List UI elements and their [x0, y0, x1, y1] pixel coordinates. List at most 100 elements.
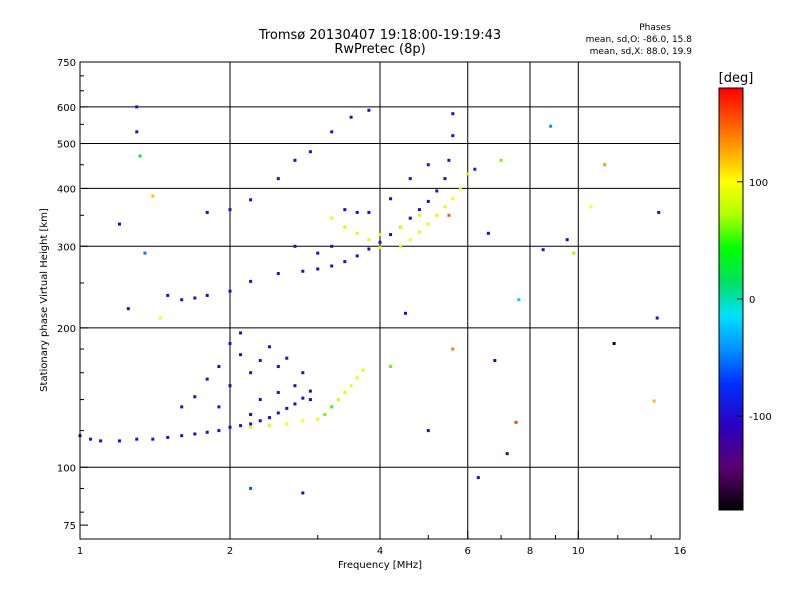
- y-tick-label: 750: [57, 58, 76, 69]
- data-point: [451, 197, 455, 201]
- data-point: [426, 199, 430, 203]
- data-point: [417, 208, 421, 212]
- data-point: [473, 167, 477, 171]
- data-point: [276, 177, 280, 181]
- data-point: [276, 365, 280, 369]
- data-point: [367, 238, 371, 242]
- data-point: [193, 395, 197, 399]
- data-point: [166, 293, 170, 297]
- chart-title: Tromsø 20130407 19:18:00-19:19:43: [258, 28, 501, 43]
- data-point: [389, 233, 393, 237]
- stats-heading: Phases: [639, 23, 671, 33]
- data-point: [451, 347, 455, 351]
- x-tick-label: 8: [527, 546, 533, 557]
- colorbar-tick-label: -100: [749, 412, 772, 423]
- data-point: [239, 424, 243, 428]
- grid-lines: [80, 62, 680, 539]
- data-point: [612, 342, 616, 346]
- y-tick-label: 75: [63, 521, 76, 532]
- data-point: [193, 296, 197, 300]
- data-point: [572, 251, 576, 255]
- data-point: [330, 130, 334, 134]
- y-tick-label: 400: [57, 184, 76, 195]
- data-point: [205, 430, 209, 434]
- data-point: [249, 486, 253, 490]
- data-point: [330, 244, 334, 248]
- y-tick-label: 100: [57, 463, 76, 474]
- data-point: [399, 244, 403, 248]
- data-point: [514, 420, 518, 424]
- data-point: [180, 434, 184, 438]
- x-tick-label: 16: [674, 546, 687, 557]
- data-point: [426, 222, 430, 226]
- data-point: [408, 216, 412, 220]
- data-point: [426, 429, 430, 433]
- data-point: [447, 213, 451, 217]
- data-point: [285, 422, 289, 426]
- data-point: [330, 405, 334, 409]
- data-point: [126, 307, 130, 311]
- data-point: [343, 391, 347, 395]
- data-point: [476, 476, 480, 480]
- data-point: [301, 371, 305, 375]
- data-point: [180, 405, 184, 409]
- data-point: [293, 402, 297, 406]
- data-point: [435, 189, 439, 193]
- data-point: [399, 225, 403, 229]
- data-point: [151, 437, 155, 441]
- data-point: [343, 208, 347, 212]
- y-tick-label: 300: [57, 242, 76, 253]
- data-point: [330, 264, 334, 268]
- stats-x-mode: mean, sd,X: 88.0, 19.9: [590, 47, 693, 57]
- data-point: [249, 371, 253, 375]
- data-point: [308, 398, 312, 402]
- data-point: [285, 406, 289, 410]
- colorbar-tick-label: 0: [749, 295, 755, 306]
- data-point: [205, 377, 209, 381]
- data-point: [301, 396, 305, 400]
- data-point: [458, 186, 462, 190]
- data-point: [151, 194, 155, 198]
- data-point: [276, 411, 280, 415]
- data-point: [285, 356, 289, 360]
- x-tick-label: 4: [377, 546, 383, 557]
- data-point: [249, 422, 253, 426]
- data-point: [293, 158, 297, 162]
- data-point: [267, 416, 271, 420]
- x-tick-label: 10: [572, 546, 585, 557]
- data-point: [267, 424, 271, 428]
- y-tick-label: 200: [57, 324, 76, 335]
- data-point: [435, 213, 439, 217]
- colorbar-tick-label: 100: [749, 178, 768, 189]
- data-point: [378, 246, 382, 250]
- data-point: [228, 384, 232, 388]
- x-tick-label: 2: [227, 546, 233, 557]
- data-point: [258, 419, 262, 423]
- data-point: [655, 316, 659, 320]
- data-point: [293, 244, 297, 248]
- data-point: [217, 405, 221, 409]
- data-point: [389, 365, 393, 369]
- data-point: [293, 384, 297, 388]
- data-point: [258, 359, 262, 363]
- data-point: [205, 293, 209, 297]
- data-point: [143, 251, 147, 255]
- data-point: [301, 269, 305, 273]
- data-point: [343, 225, 347, 229]
- data-point: [378, 240, 382, 244]
- data-points: [78, 105, 661, 495]
- data-point: [451, 134, 455, 138]
- y-axis-label: Stationary phase Virtual Height [km]: [39, 208, 50, 392]
- data-point: [117, 439, 121, 443]
- data-point: [499, 158, 503, 162]
- data-point: [135, 105, 139, 109]
- data-point: [403, 311, 407, 315]
- data-point: [323, 412, 327, 416]
- data-point: [493, 359, 497, 363]
- data-point: [408, 238, 412, 242]
- data-point: [443, 205, 447, 209]
- data-point: [308, 389, 312, 393]
- data-point: [517, 298, 521, 302]
- data-point: [336, 398, 340, 402]
- data-point: [239, 331, 243, 335]
